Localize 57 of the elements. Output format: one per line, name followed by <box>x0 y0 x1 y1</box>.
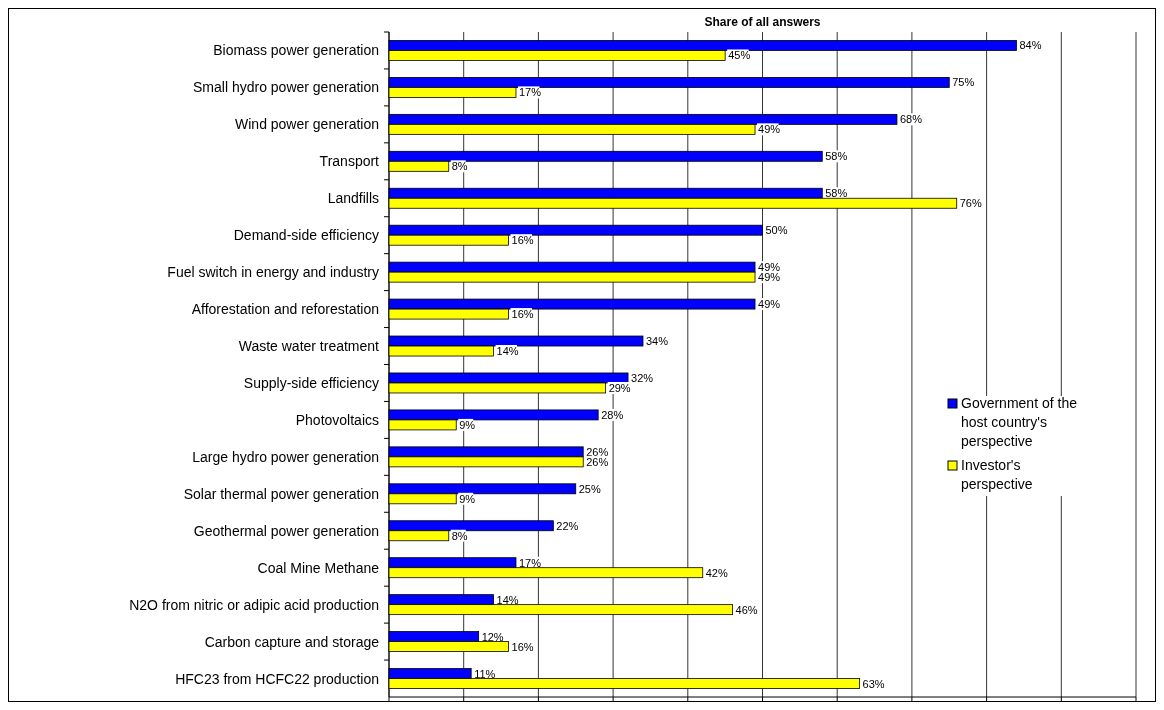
data-label: 49% <box>758 123 781 136</box>
data-label: 17% <box>518 556 542 569</box>
data-label: 68% <box>899 113 923 126</box>
data-label: 14% <box>496 593 519 606</box>
data-label: 12% <box>481 630 504 643</box>
data-label: 25% <box>578 482 601 495</box>
y-tick-label: Biomass power generation <box>213 42 379 59</box>
data-label: 16% <box>511 640 534 653</box>
data-label: 9% <box>459 492 476 505</box>
data-label: 84% <box>1019 39 1042 52</box>
data-label: 34% <box>645 335 669 348</box>
y-tick-label: Demand-side efficiency <box>233 227 379 244</box>
y-tick-label: Wind power generation <box>235 116 379 133</box>
y-tick-label: Waste water treatment <box>238 338 380 355</box>
data-label: 16% <box>511 234 534 247</box>
data-label: 49% <box>758 298 781 311</box>
data-label: 16% <box>511 308 534 321</box>
y-tick-label: HFC23 from HCFC22 production <box>175 670 379 687</box>
data-label: 14% <box>496 345 519 358</box>
data-label: 29% <box>608 381 631 394</box>
y-tick-label: Large hydro power generation <box>192 448 379 465</box>
data-label: 49% <box>758 271 781 284</box>
y-tick-label: Geothermal power generation <box>193 522 379 539</box>
data-label: 26% <box>586 455 609 468</box>
data-label: 32% <box>631 371 654 384</box>
y-tick-label: Photovoltaics <box>295 411 379 428</box>
data-label: 22% <box>556 519 579 532</box>
y-tick-label: N2O from nitric or adipic acid production <box>129 596 379 613</box>
data-label: 63% <box>862 677 885 690</box>
y-tick-label: Small hydro power generation <box>193 79 379 96</box>
data-label: 58% <box>825 187 848 200</box>
data-label: 49% <box>758 261 781 274</box>
data-label: 28% <box>601 408 624 421</box>
data-label: 58% <box>825 150 848 163</box>
data-label: 26% <box>586 445 609 458</box>
y-tick-label: Carbon capture and storage <box>204 633 380 650</box>
data-label: 8% <box>451 160 468 173</box>
y-tick-label: Coal Mine Methane <box>257 559 380 576</box>
data-label: 9% <box>459 418 476 431</box>
data-label: 45% <box>728 49 751 62</box>
data-label: 17% <box>518 86 542 99</box>
chart-title: Share of all answers <box>704 15 821 29</box>
y-tick-label: Fuel switch in energy and industry <box>167 264 379 281</box>
data-label: 46% <box>735 603 758 616</box>
y-tick-label: Solar thermal power generation <box>183 485 379 502</box>
data-label: 11% <box>474 667 496 680</box>
data-label: 75% <box>952 76 975 89</box>
y-tick-label: Landfills <box>327 190 379 207</box>
legend-label: Investor's perspective <box>961 457 1033 492</box>
data-label: 8% <box>451 529 468 542</box>
data-label: 50% <box>765 224 788 237</box>
y-tick-label: Afforestation and reforestation <box>191 301 379 318</box>
data-label: 42% <box>705 566 728 579</box>
y-tick-label: Transport <box>319 153 380 170</box>
y-tick-label: Supply-side efficiency <box>243 374 379 391</box>
data-label: 76% <box>959 197 982 210</box>
legend-label: Government of the host country's perspective <box>961 395 1078 449</box>
